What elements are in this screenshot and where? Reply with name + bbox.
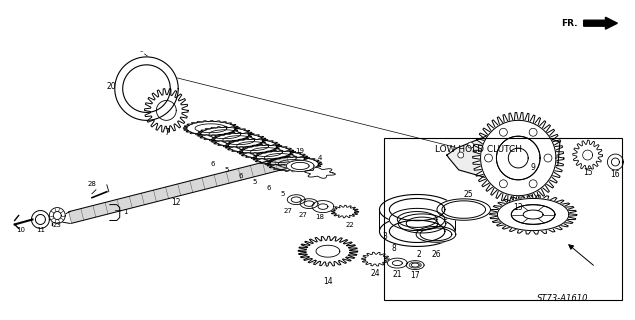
Circle shape [468, 142, 474, 148]
Polygon shape [447, 130, 560, 180]
Polygon shape [300, 199, 318, 209]
Text: 11: 11 [36, 228, 45, 233]
Circle shape [458, 152, 464, 158]
Polygon shape [409, 262, 421, 268]
Text: 15: 15 [583, 168, 592, 177]
Polygon shape [387, 258, 407, 268]
Polygon shape [511, 205, 555, 224]
Polygon shape [256, 151, 304, 165]
Polygon shape [286, 160, 314, 172]
Text: 9: 9 [531, 163, 535, 172]
Polygon shape [298, 236, 358, 266]
Circle shape [529, 128, 537, 136]
Text: 10: 10 [16, 228, 25, 233]
Polygon shape [287, 195, 305, 204]
Polygon shape [398, 214, 446, 233]
Polygon shape [243, 145, 291, 159]
Text: 28: 28 [88, 181, 97, 187]
Polygon shape [316, 245, 340, 257]
Polygon shape [156, 100, 177, 120]
Polygon shape [490, 195, 577, 234]
Text: FR.: FR. [561, 19, 578, 28]
Polygon shape [229, 140, 277, 153]
Text: 5: 5 [280, 191, 284, 197]
Text: 6: 6 [266, 185, 271, 191]
Circle shape [529, 180, 537, 188]
Text: 14: 14 [323, 277, 333, 286]
Polygon shape [69, 156, 290, 223]
Text: 17: 17 [410, 271, 420, 280]
Text: 5: 5 [225, 167, 229, 173]
Polygon shape [406, 260, 424, 269]
Text: 8: 8 [392, 244, 397, 253]
Text: 23: 23 [53, 222, 62, 228]
Circle shape [535, 145, 541, 151]
Circle shape [547, 157, 553, 163]
Polygon shape [331, 205, 359, 218]
Polygon shape [215, 133, 263, 147]
Polygon shape [497, 198, 569, 231]
Text: 16: 16 [611, 170, 620, 179]
Polygon shape [253, 150, 308, 166]
Polygon shape [239, 144, 294, 160]
Polygon shape [187, 122, 235, 135]
Text: 3: 3 [382, 232, 387, 241]
Text: 27: 27 [298, 212, 307, 218]
Polygon shape [197, 126, 253, 142]
Text: 4: 4 [318, 155, 322, 161]
Text: –: – [140, 48, 144, 54]
Polygon shape [380, 195, 455, 225]
Polygon shape [32, 211, 50, 228]
Circle shape [490, 135, 497, 141]
Text: 22: 22 [345, 222, 354, 228]
Text: 1: 1 [124, 209, 128, 214]
Polygon shape [389, 208, 445, 231]
Text: 20: 20 [107, 82, 117, 91]
Polygon shape [361, 252, 389, 266]
Polygon shape [225, 138, 280, 154]
Polygon shape [267, 156, 322, 172]
Bar [384, 138, 622, 300]
Text: ST73-A1610: ST73-A1610 [537, 294, 589, 303]
Text: 6: 6 [211, 161, 215, 167]
Polygon shape [380, 216, 455, 246]
Polygon shape [416, 227, 456, 242]
Polygon shape [201, 127, 249, 141]
Text: 27: 27 [284, 208, 293, 213]
Text: 18: 18 [316, 214, 324, 220]
Text: 25: 25 [464, 190, 474, 199]
Polygon shape [305, 167, 335, 178]
Polygon shape [50, 208, 65, 223]
Text: 2: 2 [417, 250, 422, 259]
Polygon shape [270, 157, 318, 171]
Text: 24: 24 [371, 269, 380, 278]
Polygon shape [115, 57, 178, 120]
Text: 26: 26 [431, 250, 441, 259]
Polygon shape [573, 140, 603, 170]
Polygon shape [437, 199, 490, 220]
Polygon shape [583, 150, 592, 160]
Polygon shape [608, 154, 624, 170]
Circle shape [499, 128, 507, 136]
Polygon shape [211, 132, 267, 148]
Text: 21: 21 [392, 270, 402, 279]
Circle shape [499, 180, 507, 188]
FancyArrow shape [584, 17, 617, 29]
Circle shape [544, 154, 552, 162]
Polygon shape [472, 112, 564, 204]
Text: 13: 13 [514, 203, 523, 212]
Text: LOW HOLD CLUTCH: LOW HOLD CLUTCH [435, 145, 522, 154]
Polygon shape [183, 121, 239, 136]
Text: 12: 12 [171, 198, 181, 207]
Polygon shape [312, 201, 334, 212]
Text: 6: 6 [238, 173, 243, 179]
Circle shape [485, 154, 493, 162]
Text: 7: 7 [164, 128, 169, 137]
Polygon shape [145, 89, 188, 132]
Text: 19: 19 [296, 148, 305, 154]
Polygon shape [497, 136, 540, 180]
Polygon shape [481, 120, 556, 196]
Text: 5: 5 [252, 179, 257, 185]
